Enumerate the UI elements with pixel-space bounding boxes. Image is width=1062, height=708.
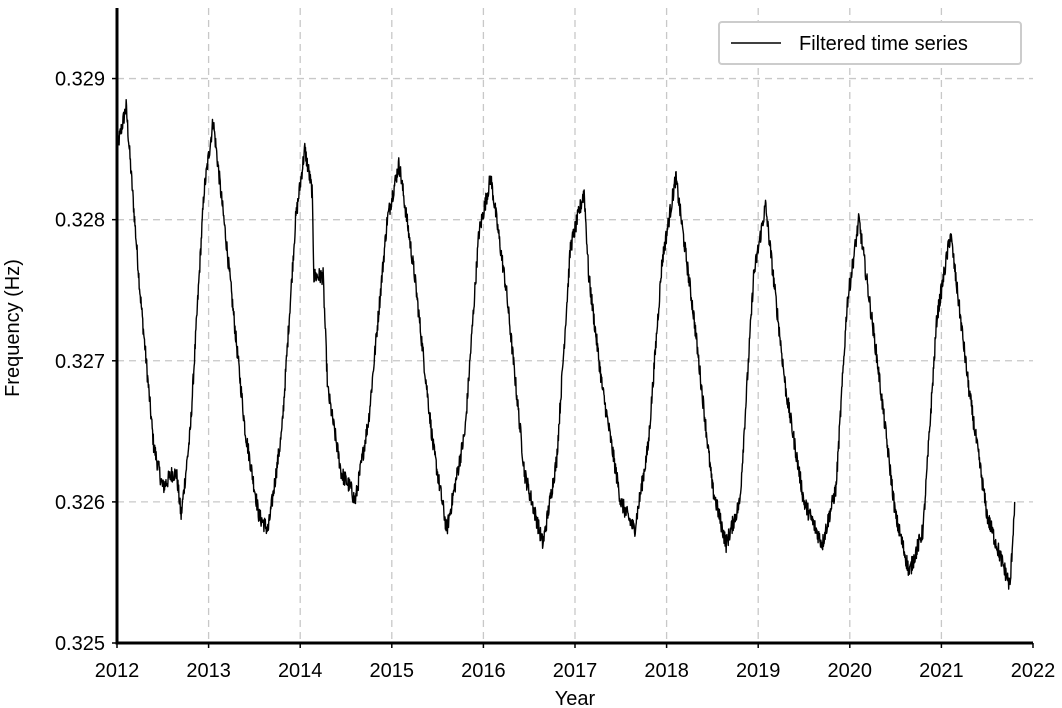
y-axis-title: Frequency (Hz) <box>2 259 24 397</box>
x-tick-label: 2019 <box>736 660 781 682</box>
x-tick-label: 2013 <box>186 660 231 682</box>
x-tick-label: 2016 <box>461 660 506 682</box>
y-tick-label: 0.327 <box>55 351 105 373</box>
x-tick-label: 2022 <box>1011 660 1056 682</box>
x-tick-label: 2012 <box>95 660 140 682</box>
legend-label: Filtered time series <box>799 33 968 55</box>
y-tick-label: 0.326 <box>55 492 105 514</box>
tick-labels: 2012 2013 2014 2015 2016 2017 2018 2019 2020 2021… <box>55 69 1055 682</box>
x-axis-title: Year <box>555 688 596 708</box>
x-tick-label: 2014 <box>278 660 323 682</box>
y-tick-label: 0.325 <box>55 633 105 655</box>
x-tick-label: 2018 <box>644 660 689 682</box>
series-layer <box>116 98 1016 590</box>
y-tick-label: 0.328 <box>55 210 105 232</box>
legend-box <box>718 21 1022 65</box>
y-tick-label: 0.329 <box>55 69 105 91</box>
series-line-0 <box>116 98 1016 590</box>
x-tick-label: 2021 <box>919 660 964 682</box>
x-tick-label: 2020 <box>828 660 873 682</box>
axes <box>112 8 1034 648</box>
x-tick-label: 2015 <box>370 660 415 682</box>
legend: Filtered time series <box>718 21 1022 65</box>
x-tick-label: 2017 <box>553 660 598 682</box>
grid <box>117 8 1033 643</box>
